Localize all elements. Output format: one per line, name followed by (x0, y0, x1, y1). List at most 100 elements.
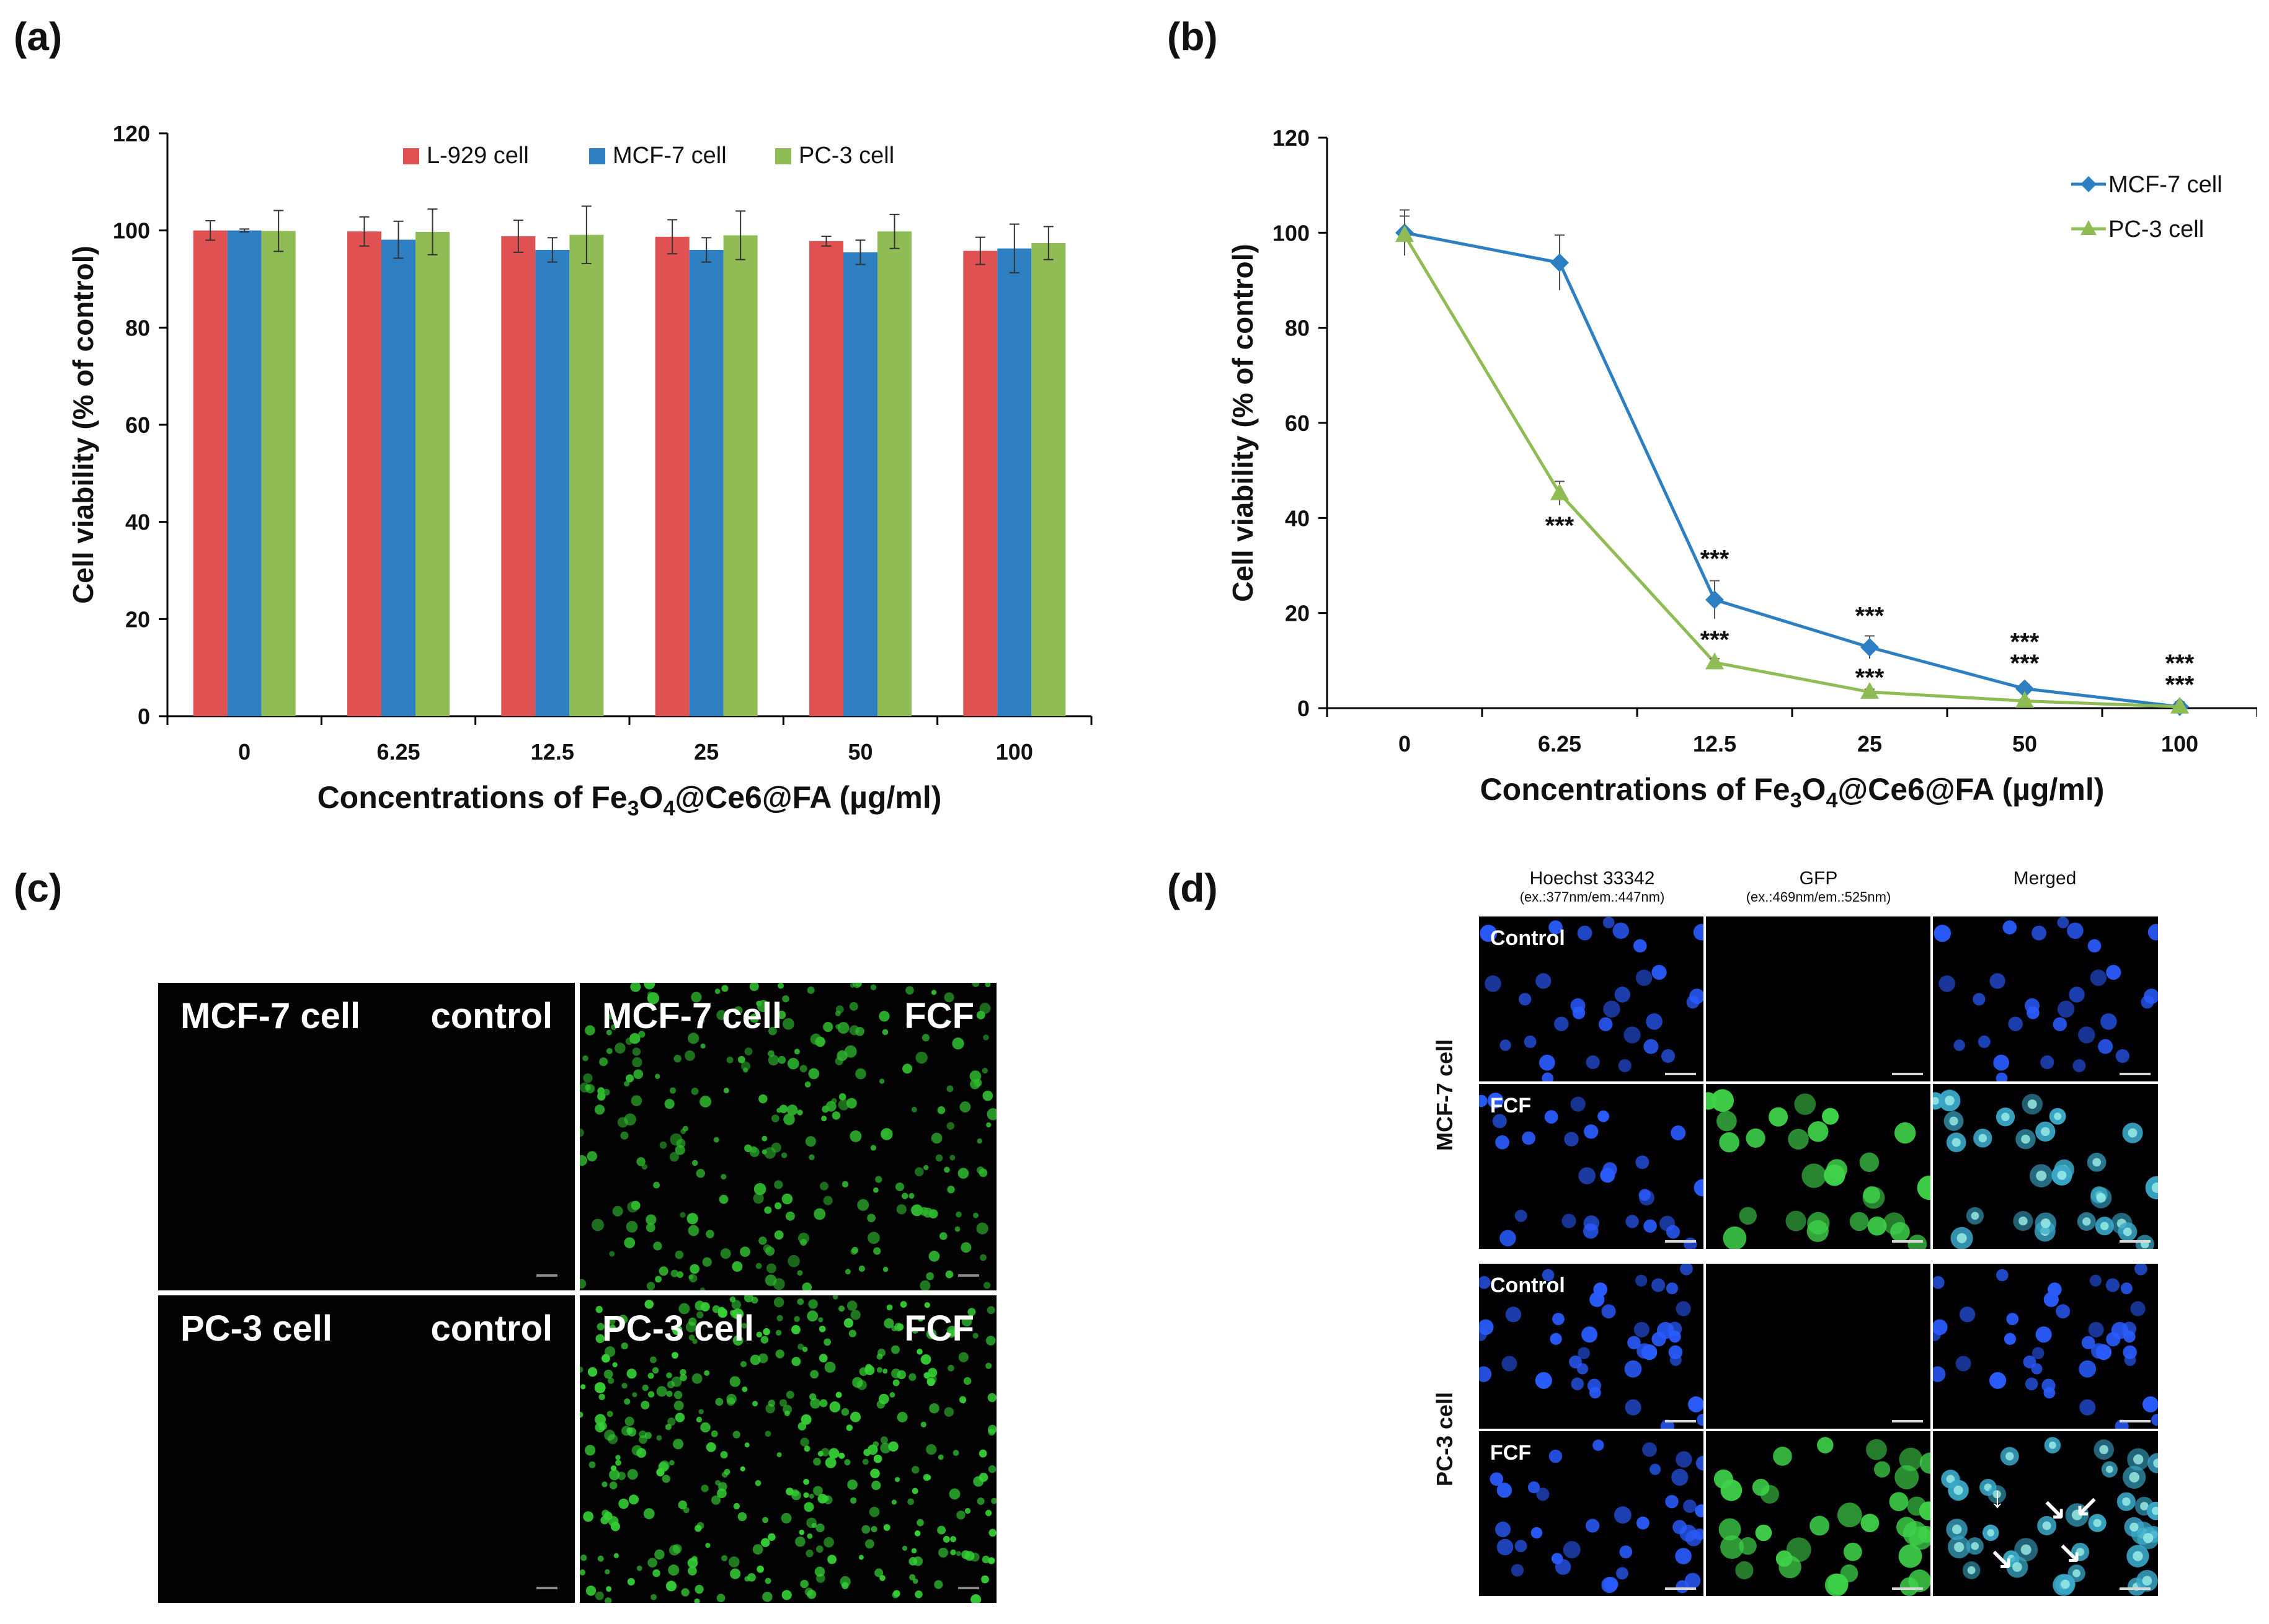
cell (917, 1349, 923, 1355)
cell (1716, 1111, 1737, 1132)
cell (944, 1166, 950, 1173)
scale-bar (2120, 1073, 2151, 1075)
cell (677, 1271, 684, 1279)
cell (756, 1331, 763, 1338)
cell (892, 1591, 899, 1599)
cell (797, 1109, 803, 1116)
cell (1527, 1481, 1540, 1494)
cell (585, 1084, 592, 1091)
cell (923, 1207, 933, 1218)
cell (1603, 1000, 1620, 1018)
cell (740, 1246, 750, 1258)
row-condition-label: FCF (1490, 1441, 1532, 1465)
cell (1697, 1413, 1703, 1426)
cell (673, 1400, 684, 1411)
significance-label: *** (2010, 629, 2040, 656)
significance-label: *** (1855, 603, 1885, 630)
cell (683, 1507, 690, 1514)
cell (917, 1315, 924, 1322)
cell (807, 1533, 813, 1539)
y-tick-label: 60 (1285, 410, 1310, 436)
cell (850, 1130, 862, 1142)
cell (768, 1533, 776, 1542)
cell (641, 1164, 648, 1170)
scale-bar (958, 1587, 979, 1589)
cell (696, 1168, 706, 1178)
cell (873, 1454, 882, 1463)
cell (773, 1278, 785, 1290)
cell (783, 1018, 794, 1030)
cell (1827, 1574, 1849, 1595)
cell (807, 987, 815, 994)
cell (889, 1391, 895, 1398)
cell (791, 1357, 801, 1367)
cell (1688, 1396, 1703, 1413)
cell (929, 1403, 939, 1414)
cell (1490, 1472, 1504, 1486)
cell (730, 1310, 739, 1318)
cell (2100, 1013, 2117, 1030)
cell (680, 1373, 687, 1382)
cell (762, 1149, 767, 1155)
y-tick-label: 40 (1285, 505, 1310, 531)
cell (639, 1430, 647, 1439)
cell (923, 1165, 929, 1171)
cell (787, 1057, 799, 1070)
cell (949, 1155, 956, 1161)
cell (1822, 1107, 1839, 1125)
cell (804, 1445, 810, 1452)
cell (1602, 916, 1615, 929)
cell (1978, 1036, 1991, 1048)
cell (985, 1336, 996, 1346)
cell (2023, 1355, 2036, 1369)
cell (670, 1133, 683, 1146)
cell (1689, 988, 1703, 1005)
cell (879, 1574, 886, 1581)
cell (1479, 1094, 1488, 1107)
row-condition-label: FCF (1490, 1094, 1532, 1117)
cell (757, 1565, 764, 1573)
column-title: GFP (1799, 868, 1838, 889)
cell (1672, 1520, 1687, 1535)
cell (607, 1434, 618, 1444)
cell (822, 1495, 829, 1502)
cell (740, 1466, 745, 1471)
cell (1530, 1527, 1543, 1539)
cell (732, 1335, 744, 1346)
cell (1720, 1535, 1744, 1560)
cell (713, 1137, 719, 1143)
cell (624, 1237, 636, 1249)
cell (621, 1342, 628, 1350)
cell (580, 1279, 587, 1289)
series-line (1404, 231, 2180, 709)
cell (1693, 924, 1703, 941)
cell (1586, 1519, 1600, 1533)
cell (690, 1264, 699, 1274)
cell (870, 1468, 880, 1479)
cell (804, 1587, 814, 1596)
cell-nucleus (2041, 1127, 2050, 1137)
cell (870, 1145, 877, 1151)
cell (1535, 1372, 1552, 1389)
scale-bar (1665, 1587, 1696, 1590)
cell (662, 1475, 670, 1483)
cell (949, 1488, 961, 1500)
cell (986, 1122, 992, 1128)
cell (765, 1431, 771, 1437)
cell (654, 1549, 665, 1560)
cell (705, 1543, 711, 1548)
cell (944, 1407, 954, 1417)
cell (714, 988, 721, 995)
cell (1555, 1559, 1571, 1575)
cell (1786, 1537, 1811, 1563)
cell (2078, 1026, 2095, 1044)
cell (1542, 1072, 1553, 1081)
cell (768, 1026, 777, 1036)
cell (1996, 1269, 2009, 1282)
cell (946, 1085, 954, 1093)
cell (878, 1393, 889, 1404)
cell (871, 1480, 881, 1491)
x-tick-label: 50 (2012, 731, 2037, 757)
cell (2057, 1000, 2075, 1018)
cell (1824, 1164, 1845, 1186)
